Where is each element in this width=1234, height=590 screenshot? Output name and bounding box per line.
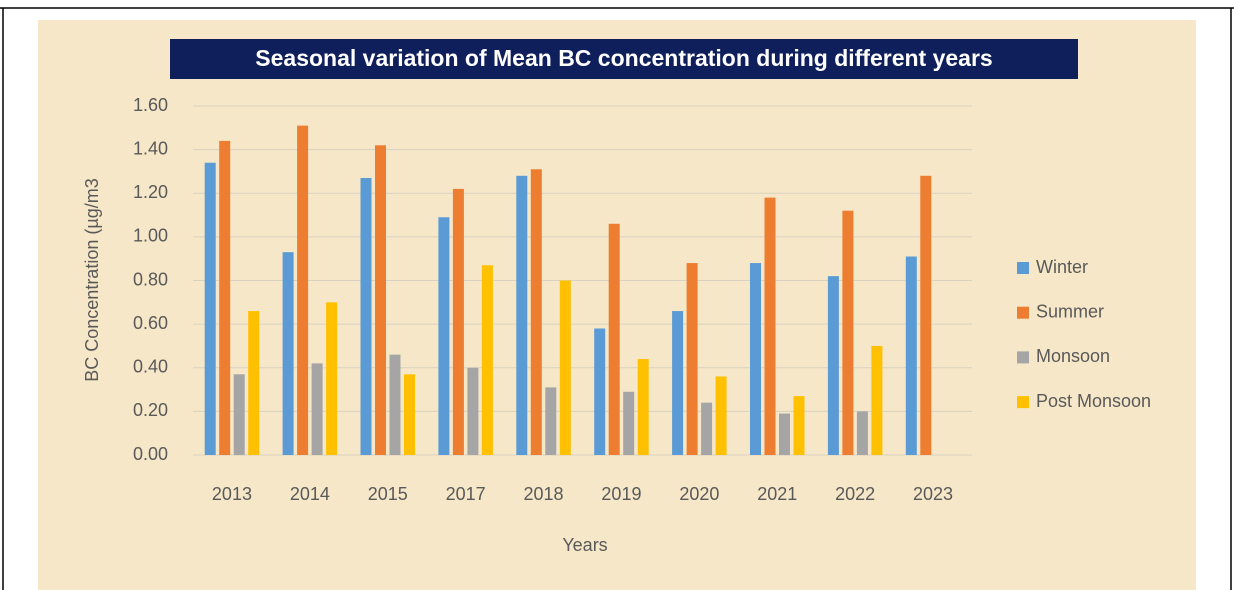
bar: [375, 145, 386, 455]
bar: [282, 252, 294, 455]
bar: [594, 328, 606, 455]
bar: [467, 367, 479, 455]
y-tick-label: 0.60: [133, 313, 168, 333]
bar: [623, 391, 635, 455]
x-tick-label: 2014: [290, 484, 330, 504]
bar: [750, 263, 761, 455]
bar: [637, 359, 649, 455]
bar: [672, 311, 684, 455]
bar: [248, 311, 260, 455]
bar: [530, 169, 542, 455]
chart-title: Seasonal variation of Mean BC concentrat…: [255, 45, 992, 71]
x-tick-label: 2019: [601, 484, 641, 504]
bar: [438, 217, 450, 455]
y-tick-label: 1.40: [133, 138, 168, 158]
legend-swatch: [1017, 396, 1029, 409]
x-axis-title: Years: [562, 535, 607, 555]
bar: [701, 402, 713, 455]
y-axis-title: BC Concentration (µg/m3: [82, 178, 102, 381]
bar: [481, 265, 493, 455]
bar: [686, 263, 698, 455]
bar: [920, 175, 932, 456]
bar: [608, 223, 620, 455]
y-tick-label: 1.20: [133, 182, 168, 202]
y-tick-label: 0.00: [133, 444, 168, 464]
bar: [404, 374, 415, 455]
bar: [764, 197, 776, 456]
bar: [219, 140, 231, 455]
legend-label: Monsoon: [1036, 346, 1110, 366]
bar: [856, 411, 868, 455]
bar: [516, 175, 528, 456]
x-tick-label: 2017: [446, 484, 486, 504]
legend-swatch: [1017, 351, 1029, 364]
x-tick-label: 2015: [368, 484, 408, 504]
legend-label: Summer: [1036, 301, 1104, 321]
y-tick-label: 1.60: [133, 95, 168, 115]
bar: [871, 345, 883, 455]
bar: [297, 125, 309, 455]
bar: [545, 387, 557, 455]
x-tick-label: 2022: [835, 484, 875, 504]
x-tick-label: 2023: [913, 484, 953, 504]
x-tick-label: 2013: [212, 484, 252, 504]
bar: [715, 376, 727, 455]
bar: [389, 354, 401, 455]
x-tick-label: 2021: [757, 484, 797, 504]
bar: [233, 374, 245, 455]
x-tick-label: 2018: [524, 484, 564, 504]
bar: [842, 210, 854, 455]
bar: [827, 276, 839, 455]
bar: [905, 256, 917, 455]
y-tick-label: 0.20: [133, 400, 168, 420]
bar: [452, 188, 464, 455]
bar: [311, 363, 323, 455]
y-tick-label: 1.00: [133, 226, 168, 246]
bar: [326, 302, 338, 455]
x-tick-label: 2020: [679, 484, 719, 504]
bar: [793, 396, 805, 455]
legend-swatch: [1017, 306, 1029, 319]
title-box: [170, 39, 1078, 79]
y-tick-label: 0.80: [133, 269, 168, 289]
bar: [204, 162, 216, 455]
legend-swatch: [1017, 262, 1029, 274]
bar: [559, 280, 571, 455]
y-tick-label: 0.40: [133, 357, 168, 377]
bar: [360, 177, 372, 455]
legend-label: Winter: [1036, 257, 1088, 277]
bar: [779, 413, 790, 455]
legend-label: Post Monsoon: [1036, 391, 1151, 411]
